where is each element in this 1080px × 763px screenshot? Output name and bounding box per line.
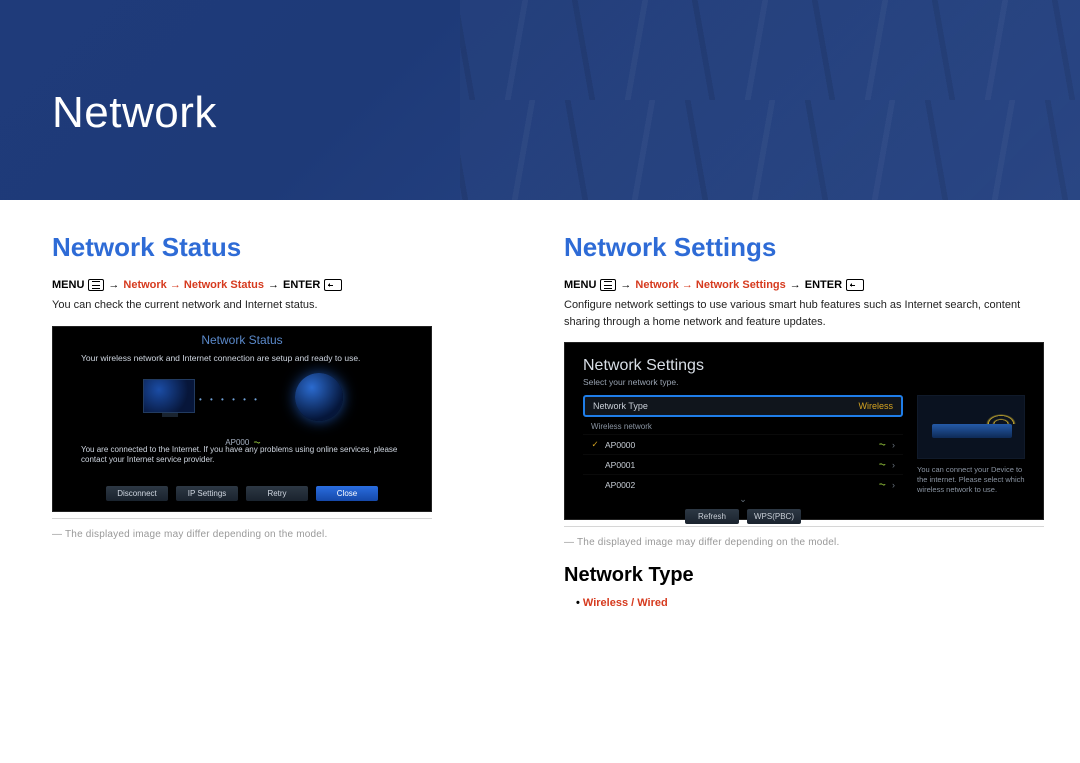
chevron-right-icon: ›: [892, 480, 895, 490]
menu-path-settings: MENU → Network → Network Settings → ENTE…: [564, 279, 1028, 291]
mock-right-panel: You can connect your Device to the inter…: [917, 395, 1025, 524]
menu-icon: [88, 279, 104, 291]
check-icon: ✓: [591, 439, 599, 450]
wifi-name: AP0002: [605, 480, 635, 490]
bullet-list: Wireless / Wired: [564, 597, 1028, 609]
refresh-button[interactable]: Refresh: [685, 509, 739, 524]
category-label: Wireless network: [583, 417, 903, 434]
column-right: Network Settings MENU → Network → Networ…: [564, 232, 1028, 609]
router-icon: [917, 395, 1025, 459]
column-left: Network Status MENU → Network → Network …: [52, 232, 516, 609]
description-status: You can check the current network and In…: [52, 297, 516, 314]
mock-visual: • • • • • • AP000 ⏦: [143, 371, 343, 431]
connection-dots-icon: • • • • • •: [199, 395, 260, 404]
mock-title: Network Settings: [583, 357, 1025, 375]
menu-path-prefix: MENU: [52, 279, 84, 291]
network-type-value: Wireless: [858, 401, 893, 411]
mock-subtitle: Select your network type.: [583, 377, 1025, 387]
description-settings: Configure network settings to use variou…: [564, 297, 1028, 330]
disconnect-button[interactable]: Disconnect: [106, 486, 168, 501]
heading-network-status: Network Status: [52, 232, 516, 263]
wifi-icon: ⏦: [879, 439, 886, 450]
screenshot-network-settings: Network Settings Select your network typ…: [564, 342, 1044, 520]
chevron-right-icon: ›: [892, 440, 895, 450]
bullet-item: Wireless / Wired: [576, 597, 1028, 609]
wifi-icon: ⏦: [879, 479, 886, 490]
arrow: →: [268, 279, 279, 291]
disclaimer-left: ― The displayed image may differ dependi…: [52, 529, 516, 540]
disclaimer-right: ― The displayed image may differ dependi…: [564, 537, 1028, 548]
mock-help-text: You can connect your Device to the inter…: [917, 465, 1025, 495]
chevron-right-icon: ›: [892, 460, 895, 470]
menu-path-suffix: ENTER: [283, 279, 320, 291]
mock-header: Network Status: [53, 333, 431, 347]
globe-icon: [295, 373, 343, 421]
mock-status-line: Your wireless network and Internet conne…: [81, 353, 360, 363]
screenshot-network-status: Network Status Your wireless network and…: [52, 326, 432, 512]
network-type-label: Network Type: [593, 401, 648, 411]
chevron-down-icon[interactable]: ⌄: [583, 494, 903, 505]
enter-icon: [846, 279, 864, 291]
wifi-icon: ⏦: [879, 459, 886, 470]
divider: [52, 518, 432, 519]
network-type-selector[interactable]: Network Type Wireless: [583, 395, 903, 417]
subheading-network-type: Network Type: [564, 564, 1028, 587]
menu-path-status: MENU → Network → Network Status → ENTER: [52, 279, 516, 291]
wps-button[interactable]: WPS(PBC): [747, 509, 801, 524]
mock-button-row: Disconnect IP Settings Retry Close: [53, 486, 431, 501]
wifi-name: AP0000: [605, 440, 635, 450]
tv-icon: [143, 379, 195, 413]
mock-left-panel: Network Type Wireless Wireless network ✓…: [583, 395, 903, 524]
ip-settings-button[interactable]: IP Settings: [176, 486, 238, 501]
menu-path-suffix: ENTER: [805, 279, 842, 291]
menu-icon: [600, 279, 616, 291]
divider: [564, 526, 1044, 527]
arrow: →: [620, 279, 631, 291]
enter-icon: [324, 279, 342, 291]
menu-path-middle: Network → Network Settings: [635, 279, 785, 291]
wifi-list-item[interactable]: AP0001 ⏦ ›: [583, 454, 903, 474]
arrow: →: [790, 279, 801, 291]
wifi-name: AP0001: [605, 460, 635, 470]
mock-status-para: You are connected to the Internet. If yo…: [81, 445, 403, 466]
arrow: →: [108, 279, 119, 291]
menu-path-middle: Network → Network Status: [123, 279, 264, 291]
wifi-list-item[interactable]: AP0002 ⏦ ›: [583, 474, 903, 494]
chapter-title: Network: [52, 88, 217, 138]
retry-button[interactable]: Retry: [246, 486, 308, 501]
wifi-list-item[interactable]: ✓ AP0000 ⏦ ›: [583, 434, 903, 454]
close-button[interactable]: Close: [316, 486, 378, 501]
chapter-banner: Network: [0, 0, 1080, 200]
heading-network-settings: Network Settings: [564, 232, 1028, 263]
menu-path-prefix: MENU: [564, 279, 596, 291]
